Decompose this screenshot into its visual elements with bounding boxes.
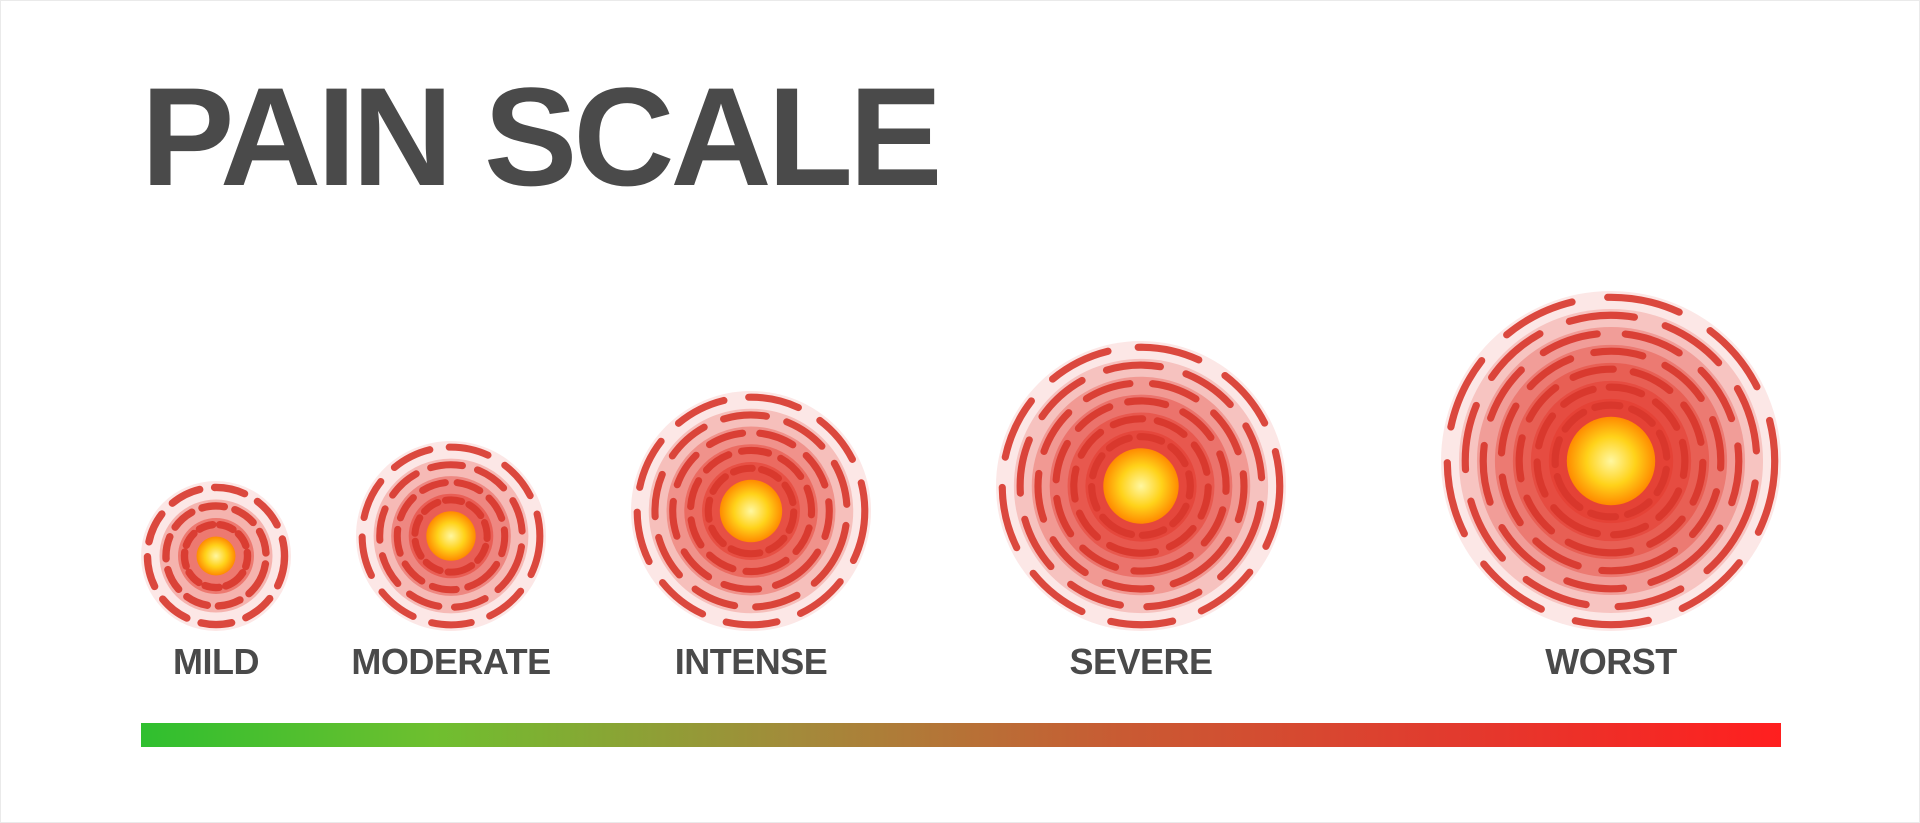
level-label: INTENSE	[675, 641, 828, 683]
levels-row: MILD MODERATE INTENSE SEVERE WORST	[141, 311, 1781, 681]
title: PAIN SCALE	[141, 56, 938, 218]
level-worst: WORST	[1441, 311, 1781, 631]
level-moderate: MODERATE	[356, 311, 546, 631]
level-mild: MILD	[141, 311, 291, 631]
gradient-bar	[141, 723, 1781, 747]
pain-icon	[631, 311, 871, 631]
pain-scale-infographic: PAIN SCALE MILD MODERATE INTENSE SEVERE WORS…	[0, 0, 1920, 823]
level-label: MODERATE	[351, 641, 550, 683]
pain-icon	[996, 311, 1286, 631]
level-severe: SEVERE	[996, 311, 1286, 631]
pain-icon	[356, 311, 546, 631]
level-label: MILD	[173, 641, 259, 683]
pain-icon	[1441, 311, 1781, 631]
level-intense: INTENSE	[631, 311, 871, 631]
pain-icon	[141, 311, 291, 631]
level-label: SEVERE	[1069, 641, 1212, 683]
level-label: WORST	[1545, 641, 1676, 683]
